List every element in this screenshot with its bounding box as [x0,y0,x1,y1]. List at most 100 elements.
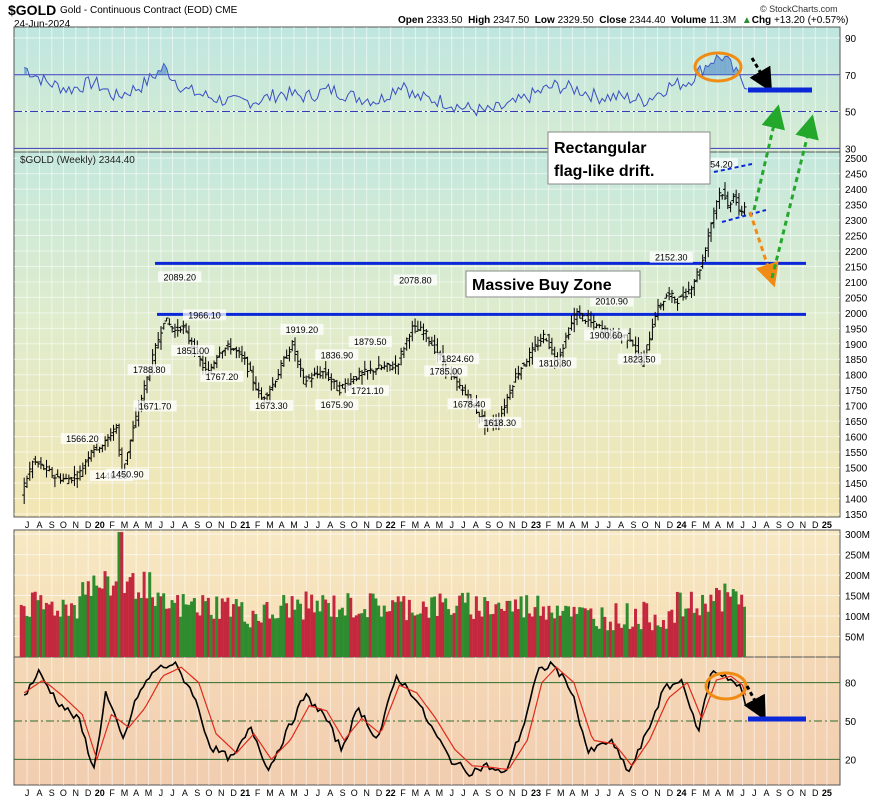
rsi-overbought-fill [147,73,150,75]
data-label: 1824.60 [441,354,474,364]
rsi-overbought-fill [733,67,737,75]
x-tick-label: J [595,788,600,798]
volume-bar [438,593,442,657]
green-up-arrow-2 [770,114,819,279]
volume-label: Volume [671,15,707,26]
volume-bar [712,601,716,657]
data-label-bg [105,468,150,480]
x-tick-label: S [49,788,55,798]
volume-bar [83,594,87,657]
price-tick-label: 1600 [845,433,868,444]
volume-bar [204,601,208,657]
volume-bar [684,608,688,657]
data-label-bg [435,353,480,365]
price-tick-label: 1900 [845,340,868,351]
volume-bar [282,595,286,657]
volume-bar [162,593,166,657]
volume-bar [505,600,509,657]
volume-bar [427,617,431,657]
volume-bar [650,630,654,657]
price-tick-label: 1950 [845,324,868,335]
x-tick-label: M [121,520,129,530]
volume-bar [293,609,297,657]
volume-bar [159,596,163,657]
x-tick-label: J [304,520,309,530]
volume-bar [620,627,624,657]
rsi-overbought-fill [727,56,731,75]
data-label: 1767.20 [206,372,239,382]
volume-bar [645,603,649,657]
volume-bar [25,615,29,657]
x-tick-label: J [595,520,600,530]
volume-bar [469,614,473,657]
volume-bar [628,628,632,657]
volume-bar [413,615,417,657]
volume-bar [243,621,247,657]
rsi-overbought-fill [716,55,720,75]
volume-bar [695,608,699,657]
rsi-series [24,54,748,117]
volume-bar [257,620,261,657]
volume-bar [153,605,157,657]
volume-bar [734,591,738,657]
watermark: © StockCharts.com [760,4,838,14]
volume-bar [109,595,113,657]
volume-bar [145,598,149,657]
x-tick-label: S [49,520,55,530]
exchange: CME [215,5,238,16]
green-up-arrow-1 [752,104,785,211]
stochastic-series [23,660,747,777]
x-tick-label: D [667,788,674,798]
volume-bar [100,588,104,657]
volume-bar [444,598,448,657]
x-tick-label: 24 [676,788,686,798]
volume-bar [156,592,160,657]
volume-bar [519,596,523,657]
volume-bar [647,622,651,657]
volume-bar [687,608,691,657]
x-tick-label: M [412,520,420,530]
x-tick-label: N [73,520,80,530]
volume-bar [368,593,372,657]
volume-bar [22,606,26,657]
price-tick-label: 2450 [845,170,868,181]
volume-bar [81,582,85,657]
volume-bar [405,620,409,657]
volume-bar [441,602,445,657]
rsi-overbought-fill [160,63,164,75]
x-tick-label: 20 [95,520,105,530]
volume-bar [430,597,434,657]
volume-bar [580,607,584,657]
x-tick-label: A [279,788,285,798]
volume-bar [64,604,68,657]
volume-bar [391,600,395,657]
stoch-tick-label: 80 [845,679,857,690]
volume-bar [97,587,101,657]
x-tick-label: M [266,788,274,798]
buy-zone-label: Massive Buy Zone [472,277,612,294]
x-tick-label: N [800,788,807,798]
volume-bar [421,601,425,657]
volume-bar [36,600,40,657]
volume-bar [592,618,596,657]
x-tick-label: S [776,788,782,798]
volume-bar [703,603,707,657]
x-tick-label: 23 [531,788,541,798]
price-tick-label: 1650 [845,417,868,428]
x-tick-label: D [230,520,237,530]
volume-bar [742,606,746,657]
x-tick-label: O [60,520,67,530]
volume-bar [740,594,744,657]
x-tick-label: D [521,788,528,798]
x-tick-label: M [726,520,734,530]
volume-series [19,532,746,657]
volume-bar [47,604,51,657]
volume-bar [287,617,291,657]
data-label-bg [158,271,202,283]
x-tick-label: F [546,520,552,530]
volume-bar [268,618,272,657]
x-tick-label: D [85,520,92,530]
x-tick-label: S [340,520,346,530]
x-tick-label: J [170,520,175,530]
